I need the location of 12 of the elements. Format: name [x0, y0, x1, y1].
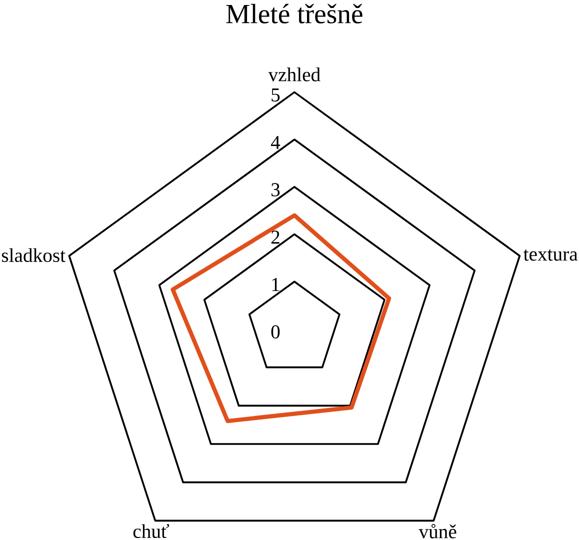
- spoke-label: vzhled: [268, 68, 320, 82]
- y-tick-label: 1: [272, 278, 280, 292]
- y-tick-label: 4: [270, 136, 280, 150]
- y-tick-label: 5: [272, 88, 280, 102]
- y-tick-label: 0: [271, 325, 280, 339]
- spoke-label: chuť: [133, 524, 170, 538]
- y-tick-label: 2: [271, 230, 280, 244]
- spoke-label: vůně: [418, 524, 456, 539]
- y-tick-label: 3: [272, 183, 280, 197]
- chart-title: Mleté třešně: [226, 4, 362, 24]
- spoke-label: textura: [524, 250, 578, 261]
- spoke-label: sladkost: [2, 248, 66, 262]
